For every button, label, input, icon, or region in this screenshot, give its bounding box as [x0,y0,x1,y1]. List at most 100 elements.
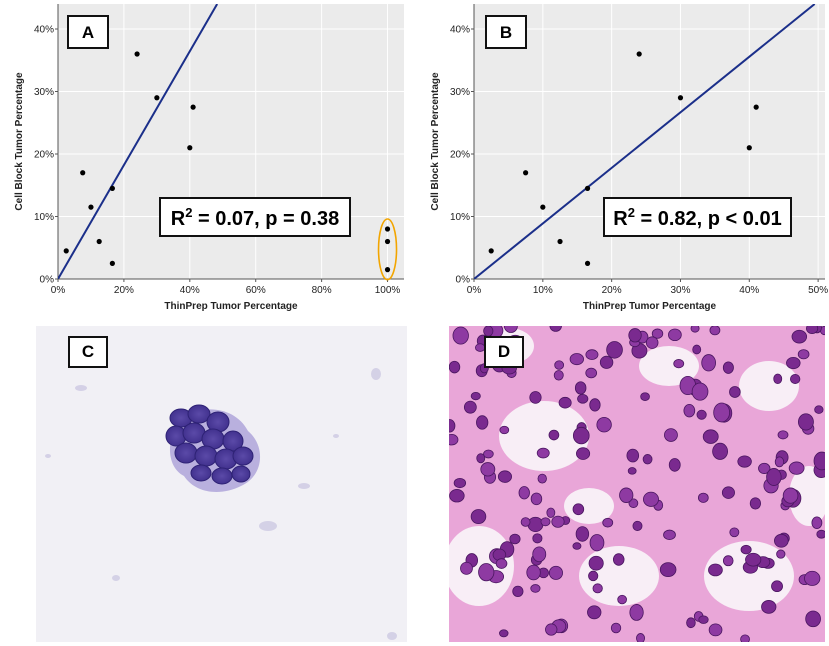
histology-nucleus [740,634,750,642]
panel-b-chart: 0% 10% 20% 30% 40% 50% 0% 10% 20% 30% 40% ThinPrep … [414,0,829,323]
x-tick-label: 20% [602,285,622,296]
histology-nucleus [786,357,801,370]
y-tick-label: 0% [40,275,55,286]
histology-background-space [739,361,799,411]
panel-label: A [82,23,94,42]
histology-nucleus [588,555,604,571]
histology-nucleus [776,549,786,559]
stat-r: R [613,208,628,230]
histology-nucleus [545,623,558,636]
histology-nucleus [814,405,824,414]
data-point [109,260,115,266]
histology-nucleus [530,584,541,593]
histology-nucleus [771,580,783,593]
data-point [384,267,391,273]
outlier-highlight-ellipse [377,218,398,281]
histology-nucleus [596,417,612,433]
histology-nucleus [698,615,709,624]
histology-nucleus [668,458,681,472]
histology-nucleus [659,562,677,578]
stat-rest: = 0.82, p < 0.01 [635,208,782,230]
histology-nucleus [585,367,598,379]
histology-image [449,326,825,642]
histology-nucleus [668,328,682,342]
y-tick-label: 40% [34,25,54,36]
panel-label-c: C [68,336,108,368]
histology-nucleus [527,516,544,533]
histology-nucleus [627,467,637,475]
x-tick-label: 20% [114,285,134,296]
x-tick-label: 30% [670,285,690,296]
stat-r: R [171,208,186,230]
x-axis-title: ThinPrep Tumor Percentage [583,301,717,312]
data-point [96,238,102,245]
histology-nucleus [585,349,599,360]
histology-nucleus [548,429,560,441]
histology-nucleus [592,583,603,594]
histology-nucleus [495,558,508,569]
histology-nucleus [797,349,810,360]
histology-nucleus [816,529,825,539]
histology-nucleus [721,486,735,499]
histology-nucleus [463,400,477,414]
histology-nucleus [449,360,461,374]
histology-nucleus [530,492,543,506]
histology-nucleus [587,605,602,620]
x-tick-label: 80% [312,285,332,296]
histology-nucleus [777,430,789,440]
histology-nucleus [774,533,789,548]
histology-nucleus [636,633,645,642]
panel-d-micrograph: D [449,326,825,642]
histology-nucleus [712,442,729,460]
scatter-chart-a: 0% 20% 40% 60% 80% 100% 0% 10% 20% 30% 40% ThinPrep… [14,4,404,312]
x-tick-label: 40% [739,285,759,296]
histology-nucleus [642,454,653,465]
histology-nucleus [797,413,814,431]
data-point [677,95,684,101]
histology-nucleus [761,600,777,614]
panel-label-box [67,15,109,49]
panel-a-chart: 0% 20% 40% 60% 80% 100% 0% 10% 20% 30% 40% ThinPrep… [0,0,414,323]
histology-nucleus [520,517,531,527]
histology-nucleus [576,447,591,460]
histology-nucleus [729,527,740,538]
data-point [63,248,69,254]
histology-nucleus [664,428,678,442]
histology-nucleus [452,326,469,345]
histology-nucleus [722,361,734,374]
histology-nucleus [460,561,473,575]
histology-nucleus [737,455,752,468]
histology-nucleus [470,509,487,525]
histology-nucleus [499,425,510,435]
data-point [523,170,529,176]
histology-nucleus [526,564,541,581]
histology-nucleus [470,391,481,401]
data-point [540,204,546,210]
histology-nucleus [745,552,762,567]
histology-nucleus [617,594,627,605]
histology-nucleus [577,393,589,404]
histology-nucleus [449,489,465,503]
histology-nucleus [628,328,642,343]
histology-nucleus [499,629,509,638]
histology-nucleus [691,382,709,401]
panel-label-d: D [484,336,524,368]
x-tick-label: 10% [533,285,553,296]
histology-nucleus [766,468,782,486]
histology-nucleus [449,433,459,446]
regression-line [58,4,219,279]
histology-nucleus [708,563,723,577]
histology-nucleus [602,517,614,528]
histology-nucleus [791,329,808,344]
histology-nucleus [632,520,643,531]
histology-nucleus [804,570,821,586]
y-tick-label: 0% [456,275,471,286]
histology-nucleus [512,585,524,597]
histology-nucleus [480,462,496,477]
panel-c-micrograph: C [36,326,407,642]
histology-nucleus [540,517,551,527]
x-tick-label: 60% [246,285,266,296]
histology-background-space [639,346,699,386]
plot-area [58,4,404,279]
histology-nucleus [709,326,721,336]
